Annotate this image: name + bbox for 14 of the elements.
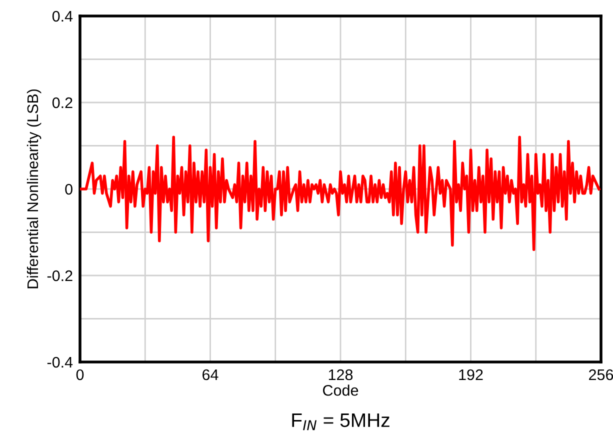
- x-tick-label: 0: [76, 369, 84, 380]
- x-tick-label: 128: [328, 369, 353, 380]
- y-tick-label: 0.2: [52, 97, 72, 108]
- x-tick-label: 256: [589, 369, 613, 380]
- text: F$_{IN}$ = 5MHz: [292, 414, 390, 430]
- x-tick-label: 64: [202, 369, 218, 380]
- x-tick-label: 192: [459, 369, 483, 380]
- y-axis-title: Differential Nonlinearity (LSB): [26, 89, 42, 288]
- y-tick-label: -0.4: [47, 356, 73, 368]
- y-tick-label: 0.4: [52, 10, 73, 22]
- line-series: [80, 136, 600, 251]
- y-tick-label: -0.2: [47, 270, 72, 282]
- x-axis-title: Code: [323, 384, 358, 396]
- y-tick-label: 0: [65, 184, 72, 195]
